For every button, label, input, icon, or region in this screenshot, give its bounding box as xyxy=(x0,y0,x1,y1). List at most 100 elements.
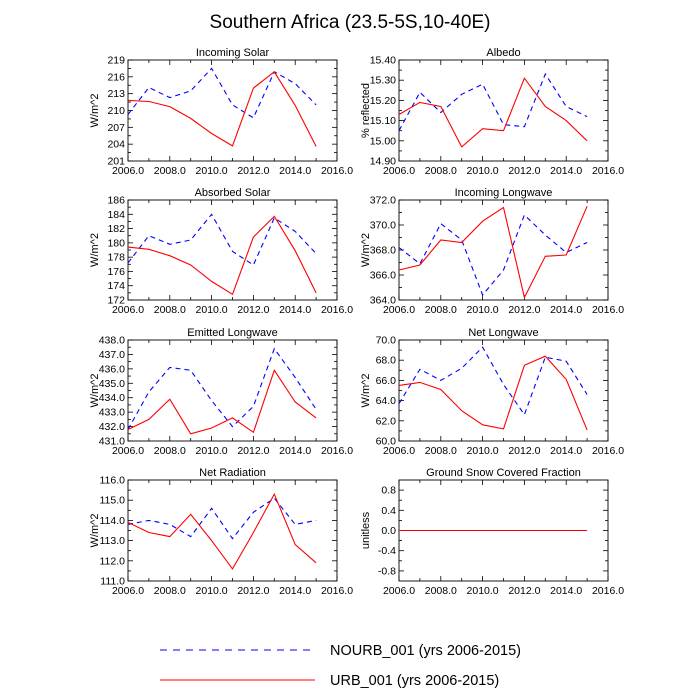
emitted-longwave-xtick-label: 2016.0 xyxy=(321,445,353,457)
incoming-solar-series-urb-001 xyxy=(127,70,317,147)
emitted-longwave-ytick-label: 437.0 xyxy=(99,349,125,361)
absorbed-solar-ytick-label: 176 xyxy=(107,266,125,278)
albedo-ytick-label: 15.30 xyxy=(370,75,396,87)
net-radiation-title: Net Radiation xyxy=(199,467,266,479)
net-radiation-xtick-label: 2012.0 xyxy=(237,585,269,597)
absorbed-solar-xtick-label: 2012.0 xyxy=(237,304,269,316)
incoming-longwave-ytick-label: 368.0 xyxy=(370,245,396,257)
net-longwave-ylabel: W/m^2 xyxy=(360,374,372,408)
ground-snow-covered-fraction-xtick-label: 2012.0 xyxy=(508,585,540,597)
figure-title: Southern Africa (23.5-5S,10-40E) xyxy=(210,12,491,33)
ground-snow-covered-fraction-xtick-label: 2014.0 xyxy=(550,585,582,597)
net-radiation-ylabel: W/m^2 xyxy=(89,514,101,548)
panel-ground-snow-covered-fraction: Ground Snow Covered Fraction unitless 2006… xyxy=(360,467,624,597)
incoming-solar-ytick-label: 210 xyxy=(107,105,125,117)
panel-absorbed-solar: Absorbed Solar W/m^2 2006.0 2008.0 2010.0 201… xyxy=(89,187,353,316)
ground-snow-covered-fraction-title: Ground Snow Covered Fraction xyxy=(426,467,581,479)
absorbed-solar-ytick-label: 180 xyxy=(107,237,125,249)
incoming-longwave-xtick-label: 2010.0 xyxy=(467,304,499,316)
albedo-frame xyxy=(398,59,609,162)
incoming-solar-ytick-label: 219 xyxy=(107,55,125,67)
incoming-solar-ytick-label: 201 xyxy=(107,156,125,168)
panel-albedo: Albedo % reflected 2006.0 2008.0 2010.0 2012.… xyxy=(360,47,624,177)
net-radiation-ytick-label: 115.0 xyxy=(100,495,126,507)
absorbed-solar-series-urb-001 xyxy=(127,215,317,296)
net-radiation-xtick-label: 2016.0 xyxy=(321,585,353,597)
net-longwave-ytick-label: 62.0 xyxy=(376,415,397,427)
net-radiation-xtick-label: 2008.0 xyxy=(154,585,186,597)
net-longwave-frame xyxy=(398,339,609,442)
net-longwave-series-urb-001 xyxy=(398,355,588,431)
panel-net-radiation: Net Radiation W/m^2 2006.0 2008.0 2010.0 2012… xyxy=(89,467,353,597)
incoming-longwave-xtick-label: 2012.0 xyxy=(508,304,540,316)
absorbed-solar-ytick-label: 172 xyxy=(107,295,125,307)
emitted-longwave-ytick-label: 432.0 xyxy=(99,421,125,433)
albedo-ytick-label: 14.90 xyxy=(370,156,396,168)
albedo-ytick-label: 15.00 xyxy=(370,135,396,147)
absorbed-solar-ytick-label: 174 xyxy=(107,280,125,292)
incoming-longwave-title: Incoming Longwave xyxy=(455,187,553,199)
ground-snow-covered-fraction-ytick-label: 0.0 xyxy=(381,525,396,537)
incoming-longwave-ylabel: W/m^2 xyxy=(360,233,372,267)
net-radiation-ytick-label: 111.0 xyxy=(100,576,125,588)
albedo-series-nourb-001 xyxy=(398,72,588,131)
albedo-ytick-label: 15.40 xyxy=(370,55,396,67)
legend: NOURB_001 (yrs 2006-2015) URB_001 (yrs 2… xyxy=(160,643,521,689)
incoming-solar-ytick-label: 213 xyxy=(107,88,125,100)
net-longwave-title: Net Longwave xyxy=(468,327,538,339)
incoming-solar-xtick-label: 2016.0 xyxy=(321,165,353,177)
absorbed-solar-ytick-label: 178 xyxy=(107,252,125,264)
net-longwave-ytick-label: 60.0 xyxy=(376,436,397,448)
absorbed-solar-xtick-label: 2014.0 xyxy=(279,304,311,316)
incoming-longwave-ytick-label: 366.0 xyxy=(370,270,396,282)
incoming-solar-series-nourb-001 xyxy=(127,67,317,119)
net-radiation-xtick-label: 2006.0 xyxy=(112,585,144,597)
incoming-solar-ytick-label: 216 xyxy=(107,71,125,83)
albedo-xtick-label: 2014.0 xyxy=(550,165,582,177)
net-longwave-xtick-label: 2010.0 xyxy=(467,445,499,457)
absorbed-solar-series-nourb-001 xyxy=(127,213,317,266)
absorbed-solar-ylabel: W/m^2 xyxy=(89,233,101,267)
absorbed-solar-ytick-label: 186 xyxy=(107,195,125,207)
net-radiation-ytick-label: 116.0 xyxy=(100,475,126,487)
incoming-longwave-xtick-label: 2008.0 xyxy=(425,304,457,316)
emitted-longwave-series-nourb-001 xyxy=(127,347,317,430)
emitted-longwave-ylabel: W/m^2 xyxy=(89,374,101,408)
absorbed-solar-ytick-label: 184 xyxy=(107,209,125,221)
incoming-longwave-xtick-label: 2014.0 xyxy=(550,304,582,316)
emitted-longwave-xtick-label: 2014.0 xyxy=(279,445,311,457)
incoming-solar-ytick-label: 207 xyxy=(107,122,125,134)
emitted-longwave-xtick-label: 2006.0 xyxy=(112,445,144,457)
panel-emitted-longwave: Emitted Longwave W/m^2 2006.0 2008.0 2010.0 2… xyxy=(89,327,353,457)
incoming-solar-xtick-label: 2014.0 xyxy=(279,165,311,177)
absorbed-solar-ytick-label: 182 xyxy=(107,223,125,235)
incoming-solar-xtick-label: 2010.0 xyxy=(196,165,228,177)
incoming-longwave-xtick-label: 2016.0 xyxy=(592,304,624,316)
albedo-xtick-label: 2006.0 xyxy=(383,165,415,177)
absorbed-solar-xtick-label: 2008.0 xyxy=(154,304,186,316)
panel-incoming-longwave: Incoming Longwave W/m^2 2006.0 2008.0 2010.0… xyxy=(360,187,624,316)
incoming-longwave-ytick-label: 372.0 xyxy=(370,195,396,207)
incoming-solar-xtick-label: 2012.0 xyxy=(237,165,269,177)
albedo-xtick-label: 2012.0 xyxy=(508,165,540,177)
incoming-longwave-frame xyxy=(398,199,609,301)
ground-snow-covered-fraction-ytick-label: 0.4 xyxy=(381,505,396,517)
albedo-ytick-label: 15.20 xyxy=(370,95,396,107)
net-radiation-xtick-label: 2010.0 xyxy=(196,585,228,597)
albedo-series-urb-001 xyxy=(398,77,588,148)
panel-net-longwave: Net Longwave W/m^2 2006.0 2008.0 2010.0 2012.… xyxy=(360,327,624,457)
net-radiation-series-urb-001 xyxy=(127,492,317,570)
emitted-longwave-series-urb-001 xyxy=(127,369,317,435)
incoming-longwave-series-nourb-001 xyxy=(398,214,588,297)
ground-snow-covered-fraction-xtick-label: 2016.0 xyxy=(592,585,624,597)
absorbed-solar-xtick-label: 2010.0 xyxy=(196,304,228,316)
incoming-solar-ytick-label: 204 xyxy=(107,139,125,151)
emitted-longwave-ytick-label: 431.0 xyxy=(99,436,125,448)
net-radiation-ytick-label: 112.0 xyxy=(100,555,126,567)
absorbed-solar-xtick-label: 2016.0 xyxy=(321,304,353,316)
emitted-longwave-ytick-label: 438.0 xyxy=(99,335,125,347)
net-radiation-ytick-label: 114.0 xyxy=(100,515,126,527)
incoming-longwave-xtick-label: 2006.0 xyxy=(383,304,415,316)
